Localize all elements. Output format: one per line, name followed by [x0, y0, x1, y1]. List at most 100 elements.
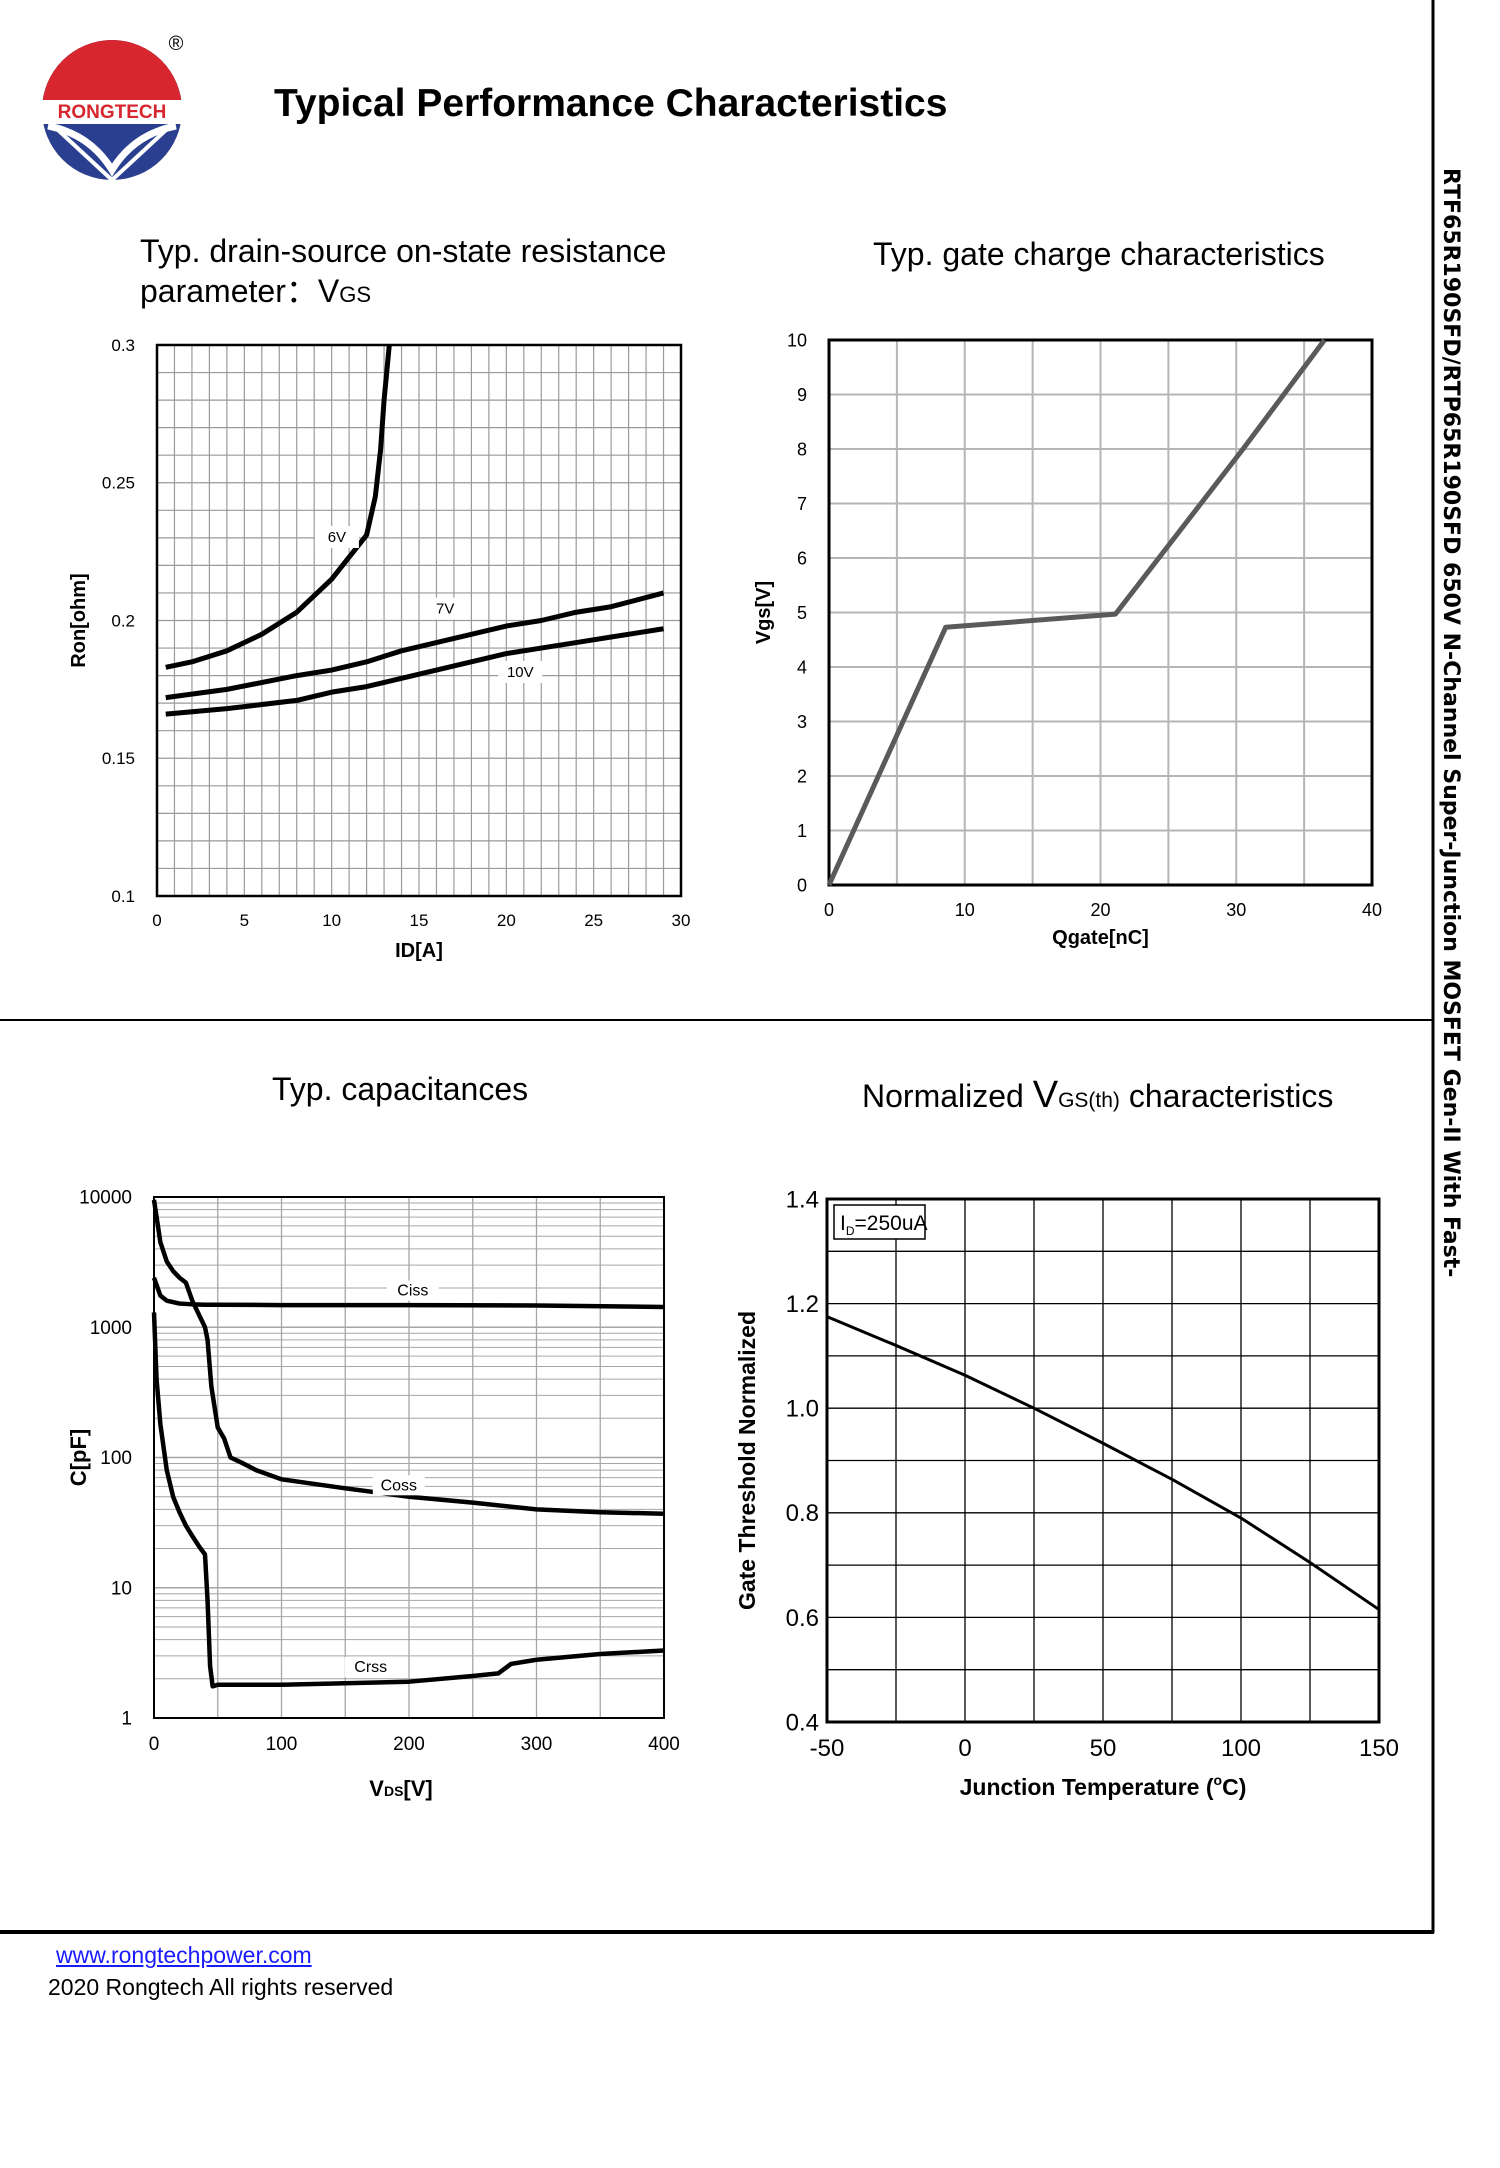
x-axis-label: ID[A] — [395, 940, 443, 962]
y-tick-label: 0.2 — [111, 611, 135, 630]
chart-2: 0 10 20 30 40 0 1 2 3 4 5 6 7 8 9 10 Typ. gate charge ch… — [753, 236, 1382, 949]
chart-1: 0 5 10 15 20 25 30 0.1 0.15 0.2 0.25 0.3 Typ. drain-… — [68, 233, 690, 962]
x-axis-label: Junction Temperature (oC) — [960, 1772, 1247, 1800]
x-tick-label: 0 — [149, 1734, 160, 1755]
series-line-ciss — [151, 1276, 665, 1310]
y-axis-label: Gate Threshold Normalized — [734, 1311, 760, 1610]
series-line-10v — [165, 626, 664, 717]
x-tick-label: 30 — [672, 911, 691, 930]
chart-grid — [826, 1198, 1380, 1723]
footer-website-link[interactable]: www.rongtechpower.com — [56, 1942, 312, 1968]
y-axis-label: C[pF] — [66, 1429, 91, 1486]
y-tick-label: 9 — [797, 385, 807, 405]
x-tick-label: 20 — [497, 911, 516, 930]
series-line-crss — [151, 1312, 665, 1689]
x-axis-label: Qgate[nC] — [1052, 927, 1149, 949]
series-label-bg — [372, 1475, 425, 1496]
y-tick-label: 0.8 — [786, 1500, 819, 1527]
x-tick-label: 400 — [648, 1734, 680, 1755]
x-tick-label: 10 — [322, 911, 341, 930]
y-axis-label: Vgs[V] — [753, 581, 775, 644]
series-label-bg — [314, 525, 359, 548]
plot-frame — [827, 338, 1374, 887]
legend-box — [833, 1204, 926, 1240]
legend-text: ID=250uA — [840, 1212, 928, 1238]
y-tick-label: 3 — [797, 712, 807, 732]
chart-3-title: Typ. capacitances — [272, 1071, 528, 1107]
y-tick-label: 10000 — [79, 1188, 132, 1209]
series-line-1 — [826, 1315, 1380, 1611]
x-tick-label: -50 — [810, 1735, 845, 1762]
y-tick-label: 1.2 — [786, 1291, 819, 1318]
x-tick-label: 0 — [824, 900, 834, 920]
y-tick-label: 1000 — [90, 1318, 132, 1339]
y-tick-label: 7 — [797, 494, 807, 514]
plot-frame — [153, 1196, 665, 1719]
series-line-7v — [165, 590, 665, 701]
y-tick-label: 1 — [121, 1709, 132, 1730]
side-document-title: RTF65R190SFD/RTP65R190SFD 650V N-Channel… — [1438, 168, 1463, 1278]
x-tick-label: 20 — [1090, 900, 1110, 920]
chart-4-title: Normalized VGS(th) characteristics — [862, 1074, 1333, 1116]
chart-4: -50 0 50 100 150 0.4 0.6 0.8 1.0 1.2 1.4 Normalized… — [734, 1074, 1399, 1800]
x-tick-label: 100 — [1221, 1735, 1261, 1762]
footer-copyright: 2020 Rongtech All rights reserved — [48, 1974, 394, 2000]
y-axis-label: Ron[ohm] — [68, 573, 90, 667]
y-tick-label: 10 — [787, 330, 807, 350]
logo-brand-text: RONGTECH — [58, 102, 167, 123]
series-line-6v — [165, 344, 392, 670]
x-tick-label: 10 — [955, 900, 975, 920]
x-tick-label: 0 — [152, 911, 161, 930]
y-tick-label: 4 — [797, 657, 807, 677]
chart-1-subtitle: parameter：VGS — [140, 273, 371, 309]
series-label-10v: 10V — [507, 664, 534, 681]
registered-mark: ® — [169, 33, 184, 55]
series-label-ciss: Ciss — [397, 1283, 428, 1300]
plot-frame — [825, 1197, 1381, 1724]
y-tick-label: 0.15 — [102, 749, 135, 768]
x-axis-label: VDS[V] — [369, 1776, 432, 1801]
series-label-bg — [498, 660, 543, 683]
x-tick-label: 25 — [584, 911, 603, 930]
y-tick-label: 0 — [797, 875, 807, 895]
y-tick-label: 2 — [797, 766, 807, 786]
plot-frame — [155, 343, 683, 898]
y-tick-label: 1.0 — [786, 1396, 819, 1423]
y-tick-label: 8 — [797, 439, 807, 459]
chart-3: 0 100 200 300 400 1 10 100 1000 10000 Typ. capacit… — [66, 1071, 680, 1801]
series-label-crss: Crss — [354, 1659, 387, 1676]
x-tick-label: 40 — [1362, 900, 1382, 920]
y-tick-label: 1 — [797, 821, 807, 841]
y-tick-label: 0.4 — [786, 1709, 819, 1736]
chart-2-title: Typ. gate charge characteristics — [873, 236, 1325, 272]
x-tick-label: 5 — [240, 911, 249, 930]
series-line-1 — [826, 338, 1327, 887]
series-label-bg — [344, 1657, 397, 1678]
y-tick-label: 0.25 — [102, 474, 135, 493]
x-tick-label: 100 — [266, 1734, 298, 1755]
chart-grid — [153, 1197, 665, 1719]
page-title: Typical Performance Characteristics — [274, 82, 948, 125]
x-tick-label: 30 — [1226, 900, 1246, 920]
series-line-coss — [151, 1199, 665, 1516]
series-label-coss: Coss — [381, 1477, 417, 1494]
x-tick-label: 50 — [1090, 1735, 1117, 1762]
series-label-6v: 6V — [328, 529, 346, 546]
y-tick-label: 10 — [111, 1578, 132, 1599]
y-tick-label: 5 — [797, 603, 807, 623]
chart-grid — [156, 344, 682, 897]
y-tick-label: 100 — [100, 1448, 132, 1469]
series-label-7v: 7V — [436, 601, 454, 618]
x-tick-label: 200 — [393, 1734, 425, 1755]
y-tick-label: 0.3 — [111, 336, 135, 355]
y-tick-label: 6 — [797, 548, 807, 568]
x-tick-label: 300 — [521, 1734, 553, 1755]
series-label-bg — [386, 1280, 439, 1301]
x-tick-label: 150 — [1359, 1735, 1399, 1762]
x-tick-label: 0 — [958, 1735, 971, 1762]
chart-grid — [828, 339, 1373, 886]
chart-1-title: Typ. drain-source on-state resistance — [140, 233, 666, 269]
y-tick-label: 0.1 — [111, 887, 135, 906]
y-tick-label: 0.6 — [786, 1605, 819, 1632]
